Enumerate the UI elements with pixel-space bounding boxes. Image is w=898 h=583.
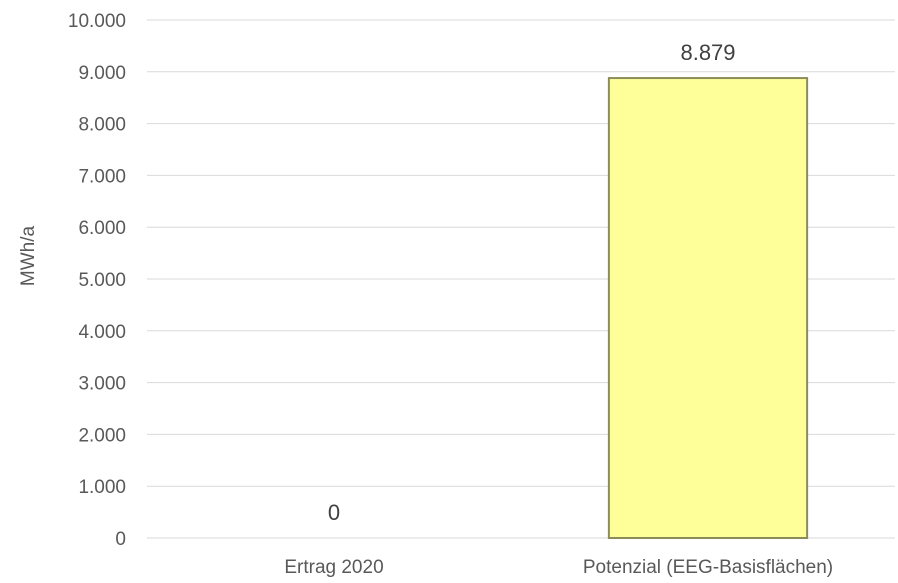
data-label: 0 <box>328 500 340 525</box>
y-tick-label: 6.000 <box>78 218 126 239</box>
data-labels: 0 8.879 <box>328 40 736 525</box>
y-tick-label: 3.000 <box>78 374 126 395</box>
category-label: Ertrag 2020 <box>284 557 383 578</box>
y-axis-label: MWh/a <box>18 225 39 286</box>
y-tick-label: 1.000 <box>78 477 126 498</box>
gridlines <box>147 19 895 539</box>
y-tick-label: 2.000 <box>78 425 126 446</box>
y-tick-label: 0 <box>115 529 126 550</box>
bar <box>607 77 809 539</box>
y-tick-label: 4.000 <box>78 322 126 343</box>
y-tick-label: 9.000 <box>78 63 126 84</box>
bars <box>607 77 809 539</box>
category-label: Potenzial (EEG-Basisflächen) <box>583 557 833 578</box>
y-tick-label: 5.000 <box>78 270 126 291</box>
data-label: 8.879 <box>680 40 735 65</box>
y-tick-label: 10.000 <box>68 11 126 32</box>
y-axis-ticks: 0 1.000 2.000 3.000 4.000 5.000 6.000 7.000 8.00… <box>68 11 126 550</box>
x-axis-categories: Ertrag 2020 Potenzial (EEG-Basisflächen) <box>284 557 833 578</box>
y-tick-label: 8.000 <box>78 115 126 136</box>
y-tick-label: 7.000 <box>78 166 126 187</box>
